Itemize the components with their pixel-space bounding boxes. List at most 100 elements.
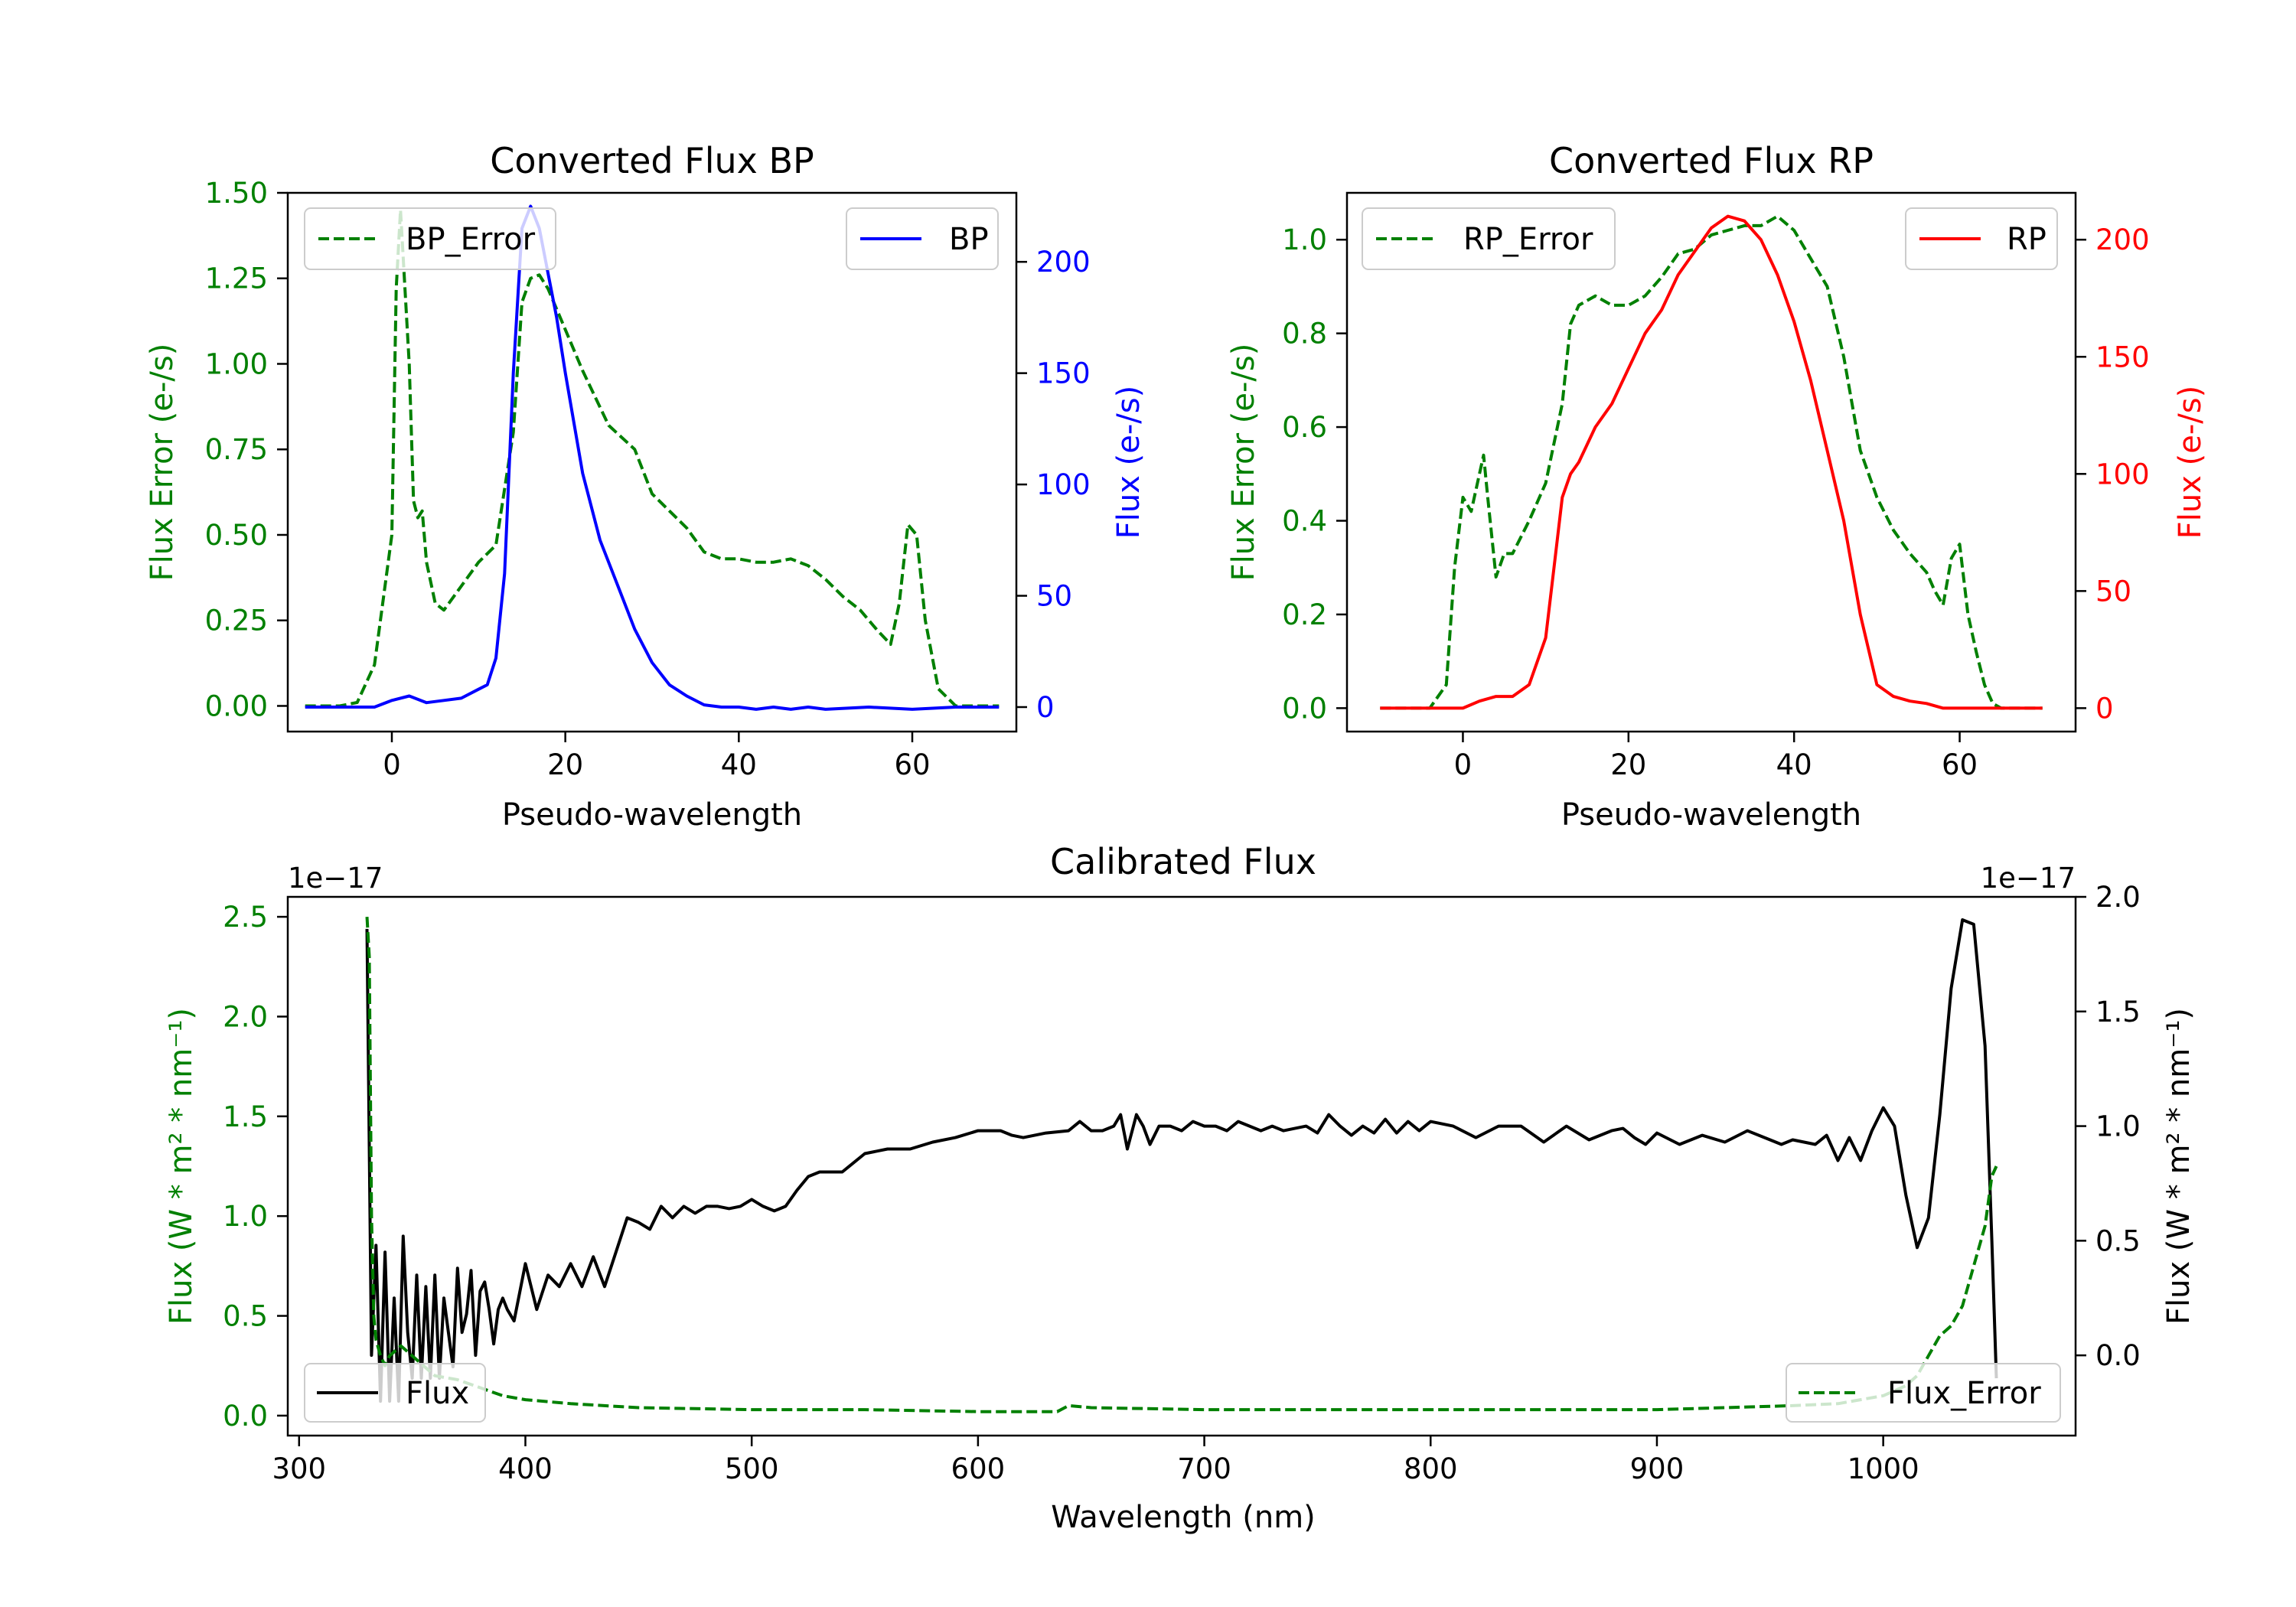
legend-flux: Flux [304,1363,486,1423]
y-right-tick-label: 200 [2095,223,2150,256]
axes-frame-rp [1345,191,2077,733]
x-tick-label: 20 [547,748,583,781]
y-left-tick-label: 0.75 [205,433,268,466]
y-left-tick-label: 0.6 [1282,411,1327,444]
y-right-tick-label: 100 [1036,468,1091,501]
y-right-tick-label: 0.5 [2095,1224,2141,1257]
y-right-tick-label: 0 [2095,692,2114,725]
right-axis-calibrated: 0.0 0.5 1.0 1.5 2.0 [2076,881,2141,1372]
y-axis-right-label-rp: Flux (e-/s) [2173,386,2208,539]
legend-rp-error: RP_Error [1362,207,1616,270]
axes-frame-bp [286,191,1018,733]
x-tick-label: 60 [1942,748,1978,781]
y-left-tick-label: 0.25 [205,605,268,637]
y-offset-right: 1e−17 [1981,862,2076,895]
x-tick-label: 800 [1404,1452,1458,1485]
y-right-tick-label: 50 [1036,580,1072,613]
x-tick-label: 500 [725,1452,779,1485]
panel-rp: Converted Flux RP 0.0 0.2 0.4 0.6 0.8 1.0 0 50… [1226,140,2208,833]
legend-label-rp: RP [2007,222,2047,257]
y-left-tick-label: 0.0 [1282,692,1327,725]
y-right-tick-label: 100 [2095,458,2150,491]
series-line-bp-error [305,208,1000,708]
left-axis-bp: 0.00 0.25 0.50 0.75 1.00 1.25 1.50 [205,177,288,722]
chart-title-rp: Converted Flux RP [1549,140,1874,181]
y-axis-left-label-bp: Flux Error (e-/s) [145,344,180,582]
series-line-bp [305,204,1000,711]
y-right-tick-label: 1.5 [2095,996,2141,1028]
y-left-tick-label: 2.0 [223,1000,268,1033]
x-tick-label: 300 [272,1452,326,1485]
series-line-rp [1380,214,2043,710]
x-axis-label-calibrated: Wavelength (nm) [1051,1500,1316,1535]
y-left-tick-label: 2.5 [223,901,268,934]
y-left-tick-label: 0.5 [223,1300,268,1333]
x-axis-label-rp: Pseudo-wavelength [1561,797,1861,833]
series-line-flux [365,918,1998,1403]
plot-area-bp [305,204,1000,711]
x-axis-label-bp: Pseudo-wavelength [502,797,802,833]
x-tick-label: 700 [1177,1452,1231,1485]
right-axis-rp: 0 50 100 150 200 [2076,223,2150,725]
legend-bp-error: BP_Error [304,207,556,270]
x-tick-label: 1000 [1848,1452,1919,1485]
x-tick-label: 20 [1610,748,1646,781]
left-axis-rp: 0.0 0.2 0.4 0.6 0.8 1.0 [1282,223,1347,725]
y-right-tick-label: 200 [1036,246,1091,279]
y-left-tick-label: 0.8 [1282,318,1327,350]
legend-box [1786,1363,2061,1423]
legend-box [304,1363,486,1423]
y-left-tick-label: 0.00 [205,689,268,722]
series-line-rp-error [1380,214,2043,710]
y-right-tick-label: 150 [2095,341,2150,373]
x-tick-label: 40 [1776,748,1812,781]
x-tick-label: 0 [1454,748,1473,781]
x-tick-label: 600 [951,1452,1006,1485]
x-tick-label: 40 [721,748,757,781]
x-tick-label: 60 [894,748,930,781]
x-axis-bp: 0 20 40 60 [383,732,931,781]
legend-box [846,207,999,270]
series-line-flux-error [365,916,1998,1413]
y-left-tick-label: 1.0 [1282,223,1327,256]
y-axis-right-label-bp: Flux (e-/s) [1111,386,1146,539]
x-axis-rp: 0 20 40 60 [1454,732,1978,781]
panel-bp: Converted Flux BP 0.00 0.25 0.50 0.75 1.00 1.… [145,140,1146,833]
legend-label-bp: BP [949,222,989,257]
legend-rp: RP [1905,207,2058,270]
legend-box [1905,207,2058,270]
y-left-tick-label: 0.0 [223,1400,268,1433]
legend-label-bp-error: BP_Error [406,222,536,257]
y-axis-left-label-rp: Flux Error (e-/s) [1226,344,1261,582]
y-left-tick-label: 0.4 [1282,505,1327,538]
legend-label-flux-error: Flux_Error [1887,1376,2041,1411]
y-left-tick-label: 0.2 [1282,598,1327,631]
y-left-tick-label: 1.5 [223,1100,268,1133]
x-tick-label: 900 [1630,1452,1684,1485]
legend-label-rp-error: RP_Error [1463,222,1593,257]
chart-title-bp: Converted Flux BP [490,140,814,181]
y-left-tick-label: 1.25 [205,262,268,295]
y-left-tick-label: 1.00 [205,347,268,380]
legend-box [1362,207,1616,270]
legend-label-flux: Flux [406,1376,469,1411]
y-right-tick-label: 2.0 [2095,881,2141,914]
y-axis-left-label-calibrated: Flux (W * m² * nm⁻¹) [164,1008,199,1325]
x-tick-label: 0 [383,748,401,781]
plot-area-rp [1380,214,2043,710]
x-axis-calibrated: 300 400 500 600 700 800 900 1000 [272,1436,1919,1485]
y-left-tick-label: 0.50 [205,519,268,552]
y-left-tick-label: 1.0 [223,1200,268,1233]
legend-bp: BP [846,207,999,270]
legend-box [304,207,556,270]
chart-title-calibrated: Calibrated Flux [1050,841,1316,882]
axes-frame-calibrated [286,895,2077,1437]
y-left-tick-label: 1.50 [205,177,268,210]
panel-calibrated: Calibrated Flux 1e−17 1e−17 0.0 0.5 1.0 1.5… [164,841,2197,1535]
legend-flux-error: Flux_Error [1786,1363,2061,1423]
y-right-tick-label: 50 [2095,575,2131,608]
right-axis-bp: 0 50 100 150 200 [1016,246,1091,724]
plot-area-calibrated [365,916,1998,1413]
y-right-tick-label: 1.0 [2095,1110,2141,1143]
